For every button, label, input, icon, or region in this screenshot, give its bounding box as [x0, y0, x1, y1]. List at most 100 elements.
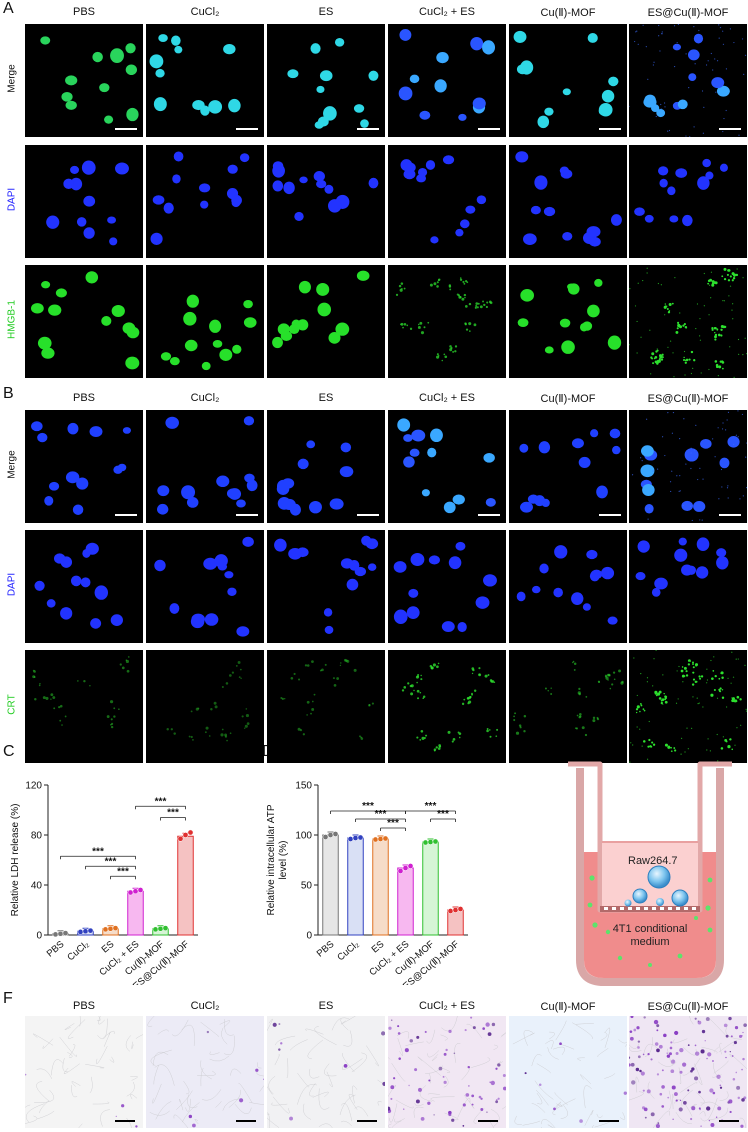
micrograph-tile	[146, 24, 264, 137]
data-point	[102, 926, 109, 933]
row-label: HMGB-1	[6, 300, 18, 339]
data-point	[427, 839, 434, 845]
data-point	[397, 868, 404, 874]
row-label: Merge	[6, 64, 18, 93]
x-tick-label: PBS	[45, 939, 67, 960]
micrograph-tile	[25, 145, 143, 258]
panel-c-ldh-chart: 0 40 80 120 Relative LDH release (%) PBSCuCl₂…	[10, 781, 198, 985]
data-point	[127, 889, 134, 896]
scale-bar	[115, 1120, 135, 1122]
outer-well	[576, 768, 724, 986]
y-tick-label: 150	[295, 781, 312, 792]
micrograph-tile	[629, 145, 747, 258]
significance-label: ***	[437, 809, 449, 820]
x-tick-label: ES	[370, 939, 387, 956]
scale-bar	[236, 1120, 256, 1122]
scale-bar	[357, 128, 379, 130]
data-point	[162, 925, 169, 931]
y-tick-label: 40	[31, 881, 43, 892]
column-label: CuCl₂	[190, 1000, 220, 1012]
row-label: Merge	[6, 450, 18, 479]
cell-line-label: Raw264.7	[628, 855, 678, 867]
data-point	[107, 925, 114, 932]
micrograph-tile	[25, 265, 143, 378]
micrograph-tile	[146, 410, 264, 523]
data-point	[377, 836, 384, 842]
crystal-violet-tile	[267, 1016, 385, 1128]
micrograph-tile	[267, 24, 385, 137]
medium-label-line1: 4T1 conditional	[613, 923, 688, 935]
data-point	[347, 836, 354, 842]
micrograph-tile	[388, 650, 506, 763]
micrograph-tile	[388, 530, 506, 643]
data-point	[82, 928, 89, 935]
micrograph-tile	[267, 530, 385, 643]
data-point	[332, 831, 339, 837]
data-point	[322, 834, 329, 840]
significance-label: ***	[167, 808, 179, 819]
crystal-violet-tile	[509, 1016, 627, 1128]
crystal-violet-tile	[629, 1016, 747, 1128]
row-label: DAPI	[6, 572, 18, 597]
x-tick-label: CuCl₂	[335, 939, 361, 964]
data-point	[402, 865, 409, 871]
scale-bar	[599, 514, 621, 516]
significance-label: ***	[425, 801, 437, 812]
bar	[397, 867, 414, 936]
data-point	[372, 836, 379, 843]
micrograph-tile	[25, 530, 143, 643]
scale-bar	[599, 128, 621, 130]
micrograph-tile	[146, 530, 264, 643]
micrograph-tile	[509, 265, 627, 378]
micrograph-tile	[25, 410, 143, 523]
scale-bar	[719, 514, 741, 516]
column-label: ES	[318, 1000, 334, 1012]
micrograph-tile	[629, 24, 747, 137]
column-label: ES@Cu(Ⅱ)-MOF	[647, 1001, 729, 1013]
panel-d-atp-chart: 0 50 100 150 Relative intracellular ATPlevel…	[266, 781, 468, 985]
micrograph-tile	[267, 145, 385, 258]
micrograph-tile	[629, 530, 747, 643]
micrograph-tile	[146, 650, 264, 763]
micrograph-tile	[509, 650, 627, 763]
panel-letter-f: F	[3, 990, 13, 1007]
micrograph-tile	[629, 410, 747, 523]
crystal-violet-tile	[25, 1016, 143, 1128]
data-point	[187, 829, 194, 836]
y-tick-label: 0	[306, 931, 312, 942]
data-point	[157, 925, 164, 932]
bar	[422, 841, 439, 936]
y-tick-label: 0	[36, 931, 42, 942]
micrograph-tile	[146, 145, 264, 258]
y-axis-label: Relative LDH release (%)	[10, 804, 21, 917]
micrograph-tile	[388, 265, 506, 378]
macrophage-cells	[624, 865, 689, 907]
micrograph-tile	[25, 650, 143, 763]
y-tick-label: 120	[25, 781, 42, 792]
scale-bar	[115, 514, 137, 516]
panel-letter-c: C	[3, 743, 15, 760]
data-point	[57, 930, 64, 937]
data-point	[182, 832, 189, 838]
scale-bar	[115, 128, 137, 130]
data-point	[77, 929, 84, 935]
data-point	[407, 863, 414, 869]
scale-bar	[478, 514, 500, 516]
medium-label-line2: medium	[630, 936, 669, 948]
row-label: CRT	[6, 694, 18, 715]
data-point	[457, 906, 464, 912]
micrograph-tile	[509, 24, 627, 137]
micrograph-tile	[388, 410, 506, 523]
x-tick-label: PBS	[315, 939, 337, 960]
scale-bar	[599, 1120, 619, 1122]
column-label: CuCl₂ + ES	[419, 6, 475, 18]
micrograph-tile	[509, 145, 627, 258]
data-point	[447, 908, 454, 914]
significance-label: ***	[92, 846, 104, 857]
column-label: ES@Cu(Ⅱ)-MOF	[647, 393, 729, 405]
bar	[322, 834, 339, 936]
scale-bar	[357, 1120, 377, 1122]
data-point	[352, 835, 359, 841]
y-tick-label: 80	[31, 831, 43, 842]
column-label: ES	[318, 6, 334, 18]
